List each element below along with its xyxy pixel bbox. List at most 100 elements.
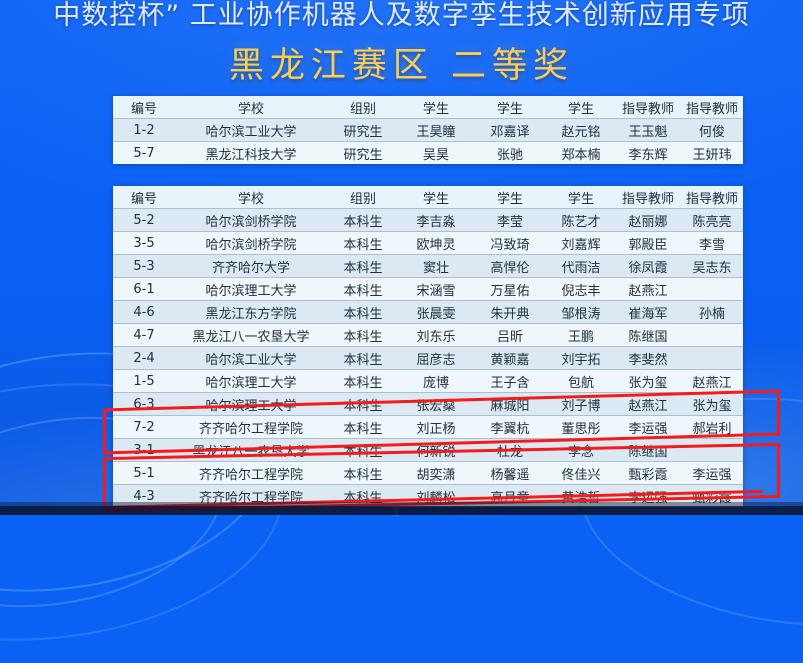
column-header: 学生 — [547, 186, 615, 209]
column-header: 学校 — [175, 96, 327, 119]
cell-name: 王昊瞳 — [399, 118, 473, 142]
column-header: 指导教师 — [615, 186, 681, 209]
cell-school: 哈尔滨工业大学 — [175, 118, 327, 142]
cell-name: 黄颖嘉 — [473, 346, 547, 370]
column-header: 编号 — [113, 186, 175, 209]
table-row: 2-4 哈尔滨工业大学 本科生 屈彦志 黄颖嘉 刘宇拓 李斐然 — [113, 346, 743, 370]
table-row: 3-5 哈尔滨剑桥学院 本科生 欧坤灵 冯致琦 刘嘉辉 郭殿臣 李雪 — [113, 231, 743, 255]
table-header-row: 编号 学校 组别 学生 学生 学生 指导教师 指导教师 — [113, 186, 743, 209]
table-row: 6-3 哈尔滨理工大学 本科生 张宏燊 麻城阳 刘子博 赵燕江 张为玺 — [113, 392, 743, 416]
cell-name: 郑本楠 — [547, 141, 615, 164]
cell-name: 陈继国 — [615, 323, 681, 347]
cell-name: 杨馨遥 — [473, 461, 547, 485]
event-title-line: 中数控杯” 工业协作机器人及数字孪生技术创新应用专项 — [53, 0, 750, 31]
cell-name: 代雨洁 — [547, 254, 615, 278]
cell-name: 李念 — [547, 438, 615, 462]
cell-name: 李翼杭 — [473, 415, 547, 439]
table-row: 6-1 哈尔滨理工大学 本科生 宋涵雪 万星佑 倪志丰 赵燕江 — [113, 277, 743, 301]
table-row: 1-2 哈尔滨工业大学 研究生 王昊瞳 邓嘉译 赵元铭 王玉魁 何俊 — [113, 118, 743, 142]
cell-id: 1-5 — [113, 369, 175, 393]
undergraduate-table-body: 编号 学校 组别 学生 学生 学生 指导教师 指导教师 5-2 哈尔滨剑桥学院 本科生 李吉淼 李莹 陈艺… — [113, 186, 743, 507]
cell-group: 本科生 — [327, 461, 399, 485]
graduate-results-table: 编号 学校 组别 学生 学生 学生 指导教师 指导教师 1-2 哈尔滨工业大学 研究生 王昊瞳 邓嘉译赵… — [113, 96, 743, 164]
cell-name: 高悍伦 — [473, 254, 547, 278]
cell-name: 朱开典 — [473, 300, 547, 324]
cell-name: 冯致琦 — [473, 231, 547, 255]
cell-name: 赵燕江 — [681, 369, 743, 393]
cell-name: 欧坤灵 — [399, 231, 473, 255]
cell-name: 徐凤霞 — [615, 254, 681, 278]
column-header: 指导教师 — [615, 96, 681, 119]
screen-bezel — [0, 506, 803, 515]
cell-name: 陈继国 — [615, 438, 681, 462]
cell-id: 5-3 — [113, 254, 175, 278]
cell-school: 黑龙江科技大学 — [175, 141, 327, 164]
cell-name: 李运强 — [615, 415, 681, 439]
cell-name: 宋涵雪 — [399, 277, 473, 301]
cell-group: 本科生 — [327, 346, 399, 370]
column-header: 学生 — [473, 96, 547, 119]
column-header: 学校 — [175, 186, 327, 209]
cell-name: 倪志丰 — [547, 277, 615, 301]
cell-name: 赵丽娜 — [615, 208, 681, 232]
cell-group: 本科生 — [327, 231, 399, 255]
table-row: 5-2 哈尔滨剑桥学院 本科生 李吉淼 李莹 陈艺才 赵丽娜 陈亮亮 — [113, 208, 743, 232]
cell-name: 何俊 — [681, 118, 743, 142]
cell-name: 赵元铭 — [547, 118, 615, 142]
cell-name: 吴昊 — [399, 141, 473, 164]
cell-name: 王鹏 — [547, 323, 615, 347]
cell-name: 邓嘉译 — [473, 118, 547, 142]
cell-name: 王子含 — [473, 369, 547, 393]
column-header: 组别 — [327, 186, 399, 209]
column-header: 编号 — [113, 96, 175, 119]
cell-name: 张宏燊 — [399, 392, 473, 416]
cell-name: 刘宇拓 — [547, 346, 615, 370]
cell-id: 7-2 — [113, 415, 175, 439]
cell-school: 齐齐哈尔工程学院 — [175, 461, 327, 485]
cell-name: 李斐然 — [615, 346, 681, 370]
cell-name: 邹根涛 — [547, 300, 615, 324]
cell-id: 2-4 — [113, 346, 175, 370]
cell-name: 赵燕江 — [615, 277, 681, 301]
cell-id: 3-5 — [113, 231, 175, 255]
cell-name: 张驰 — [473, 141, 547, 164]
cell-name: 孙楠 — [681, 300, 743, 324]
cell-group: 本科生 — [327, 300, 399, 324]
cell-name: 吕昕 — [473, 323, 547, 347]
table-row: 4-7 黑龙江八一农垦大学 本科生 刘东乐 吕昕 王鹏 陈继国 — [113, 323, 743, 347]
cell-name: 庞博 — [399, 369, 473, 393]
table-row: 5-7 黑龙江科技大学 研究生 吴昊 张驰 郑本楠 李东辉 王妍玮 — [113, 141, 743, 164]
cell-name: 刘嘉辉 — [547, 231, 615, 255]
cell-group: 研究生 — [327, 141, 399, 164]
cell-name: 李吉淼 — [399, 208, 473, 232]
cell-group: 本科生 — [327, 208, 399, 232]
column-header: 指导教师 — [681, 186, 743, 209]
cell-name: 李东辉 — [615, 141, 681, 164]
cell-name: 麻城阳 — [473, 392, 547, 416]
cell-name: 屈彦志 — [399, 346, 473, 370]
cell-name — [681, 277, 743, 301]
cell-name: 李莹 — [473, 208, 547, 232]
screen-bezel-inner — [0, 502, 803, 506]
table-row: 4-6 黑龙江东方学院 本科生 张晨雯 朱开典 邹根涛 崔海军 孙楠 — [113, 300, 743, 324]
column-header: 学生 — [399, 96, 473, 119]
cell-name: 郝岩利 — [681, 415, 743, 439]
cell-school: 黑龙江东方学院 — [175, 300, 327, 324]
cell-group: 本科生 — [327, 392, 399, 416]
cell-id: 1-2 — [113, 118, 175, 142]
column-header: 组别 — [327, 96, 399, 119]
cell-school: 哈尔滨剑桥学院 — [175, 231, 327, 255]
cell-name: 陈艺才 — [547, 208, 615, 232]
cell-name: 李雪 — [681, 231, 743, 255]
cell-name: 郭殿臣 — [615, 231, 681, 255]
table-row: 5-1 齐齐哈尔工程学院 本科生 胡奕潇 杨馨遥 佟佳兴 甄彩霞 李运强 — [113, 461, 743, 485]
column-header: 学生 — [547, 96, 615, 119]
cell-name: 王妍玮 — [681, 141, 743, 164]
cell-name: 吴志东 — [681, 254, 743, 278]
graduate-table-body: 编号 学校 组别 学生 学生 学生 指导教师 指导教师 1-2 哈尔滨工业大学 研究生 王昊瞳 邓嘉译赵… — [113, 96, 743, 164]
cell-id: 5-2 — [113, 208, 175, 232]
cell-id: 5-7 — [113, 141, 175, 164]
cell-name: 刘正杨 — [399, 415, 473, 439]
cell-name: 陈亮亮 — [681, 208, 743, 232]
cell-group: 本科生 — [327, 369, 399, 393]
